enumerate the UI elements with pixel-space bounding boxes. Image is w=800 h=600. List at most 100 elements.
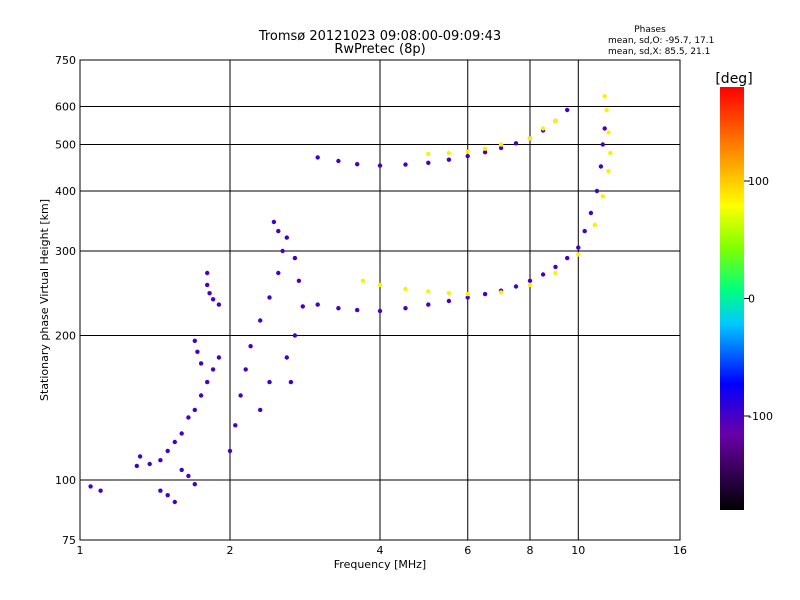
data-point <box>207 291 212 296</box>
data-point <box>98 488 103 493</box>
data-point <box>336 158 341 164</box>
data-point <box>482 146 488 151</box>
grid-lines <box>80 60 680 540</box>
chart-subtitle: RwPretec (8p) <box>334 42 425 57</box>
x-tick-label: 2 <box>227 544 234 557</box>
data-point <box>446 298 452 304</box>
data-point <box>465 153 470 159</box>
colorbar-label: [deg] <box>715 71 752 87</box>
data-point <box>553 264 558 270</box>
data-point <box>258 318 263 323</box>
colorbar-tick-label: -100 <box>748 410 773 423</box>
data-point <box>465 149 470 154</box>
data-point <box>284 235 289 240</box>
data-point <box>403 306 408 311</box>
data-point <box>267 295 272 300</box>
data-point <box>540 126 546 131</box>
y-tick-label: 750 <box>55 54 76 67</box>
data-point <box>482 150 488 155</box>
x-tick-label: 8 <box>527 544 534 557</box>
data-point <box>158 458 163 463</box>
data-point <box>216 302 222 307</box>
data-point <box>553 118 558 124</box>
data-point <box>172 439 177 445</box>
data-point <box>498 290 504 295</box>
data-point <box>210 297 216 302</box>
data-point <box>403 162 408 167</box>
data-point <box>498 142 504 147</box>
data-point <box>205 282 210 288</box>
data-point <box>158 488 163 493</box>
x-tick-label: 10 <box>571 544 585 557</box>
data-point <box>426 151 431 157</box>
y-tick-label: 400 <box>55 185 76 198</box>
data-point <box>604 107 609 113</box>
data-point <box>426 302 431 307</box>
data-point <box>602 126 607 131</box>
data-point <box>377 308 383 314</box>
data-point <box>527 278 533 283</box>
data-point <box>403 286 408 292</box>
data-point <box>205 270 210 276</box>
data-point <box>606 169 611 174</box>
data-point <box>179 467 184 473</box>
y-tick-label: 600 <box>55 101 76 114</box>
data-point <box>172 499 177 505</box>
data-point <box>446 150 452 156</box>
data-point <box>315 155 320 160</box>
data-point <box>513 284 519 289</box>
data-point <box>243 367 248 372</box>
data-point <box>588 210 594 216</box>
stats-line-o: mean, sd,O: -95.7, 17.1 <box>608 36 714 46</box>
data-point <box>179 431 184 436</box>
x-tick-label: 6 <box>464 544 471 557</box>
stats-line-x: mean, sd,X: 85.5, 21.1 <box>608 47 710 57</box>
y-tick-label: 100 <box>55 474 76 487</box>
data-point <box>267 379 272 385</box>
data-point <box>426 289 431 294</box>
data-point <box>377 282 383 288</box>
x-axis-label: Frequency [MHz] <box>334 558 426 571</box>
data-point <box>355 307 360 313</box>
data-points <box>88 94 613 505</box>
data-point <box>594 188 600 194</box>
data-point <box>565 255 570 261</box>
data-point <box>134 463 139 469</box>
x-tick-label: 1 <box>77 544 84 557</box>
data-point <box>602 94 607 99</box>
data-point <box>576 245 581 250</box>
data-point <box>540 272 546 277</box>
data-point <box>192 407 197 413</box>
data-point <box>276 228 281 234</box>
data-point <box>210 367 216 372</box>
x-axis: 1 2 4 6 8 10 16 <box>77 544 688 557</box>
data-point <box>465 295 470 300</box>
data-point <box>137 454 143 459</box>
data-point <box>271 219 277 225</box>
data-point <box>276 270 281 276</box>
data-point <box>565 107 570 113</box>
stats-heading: Phases <box>634 25 666 35</box>
data-point <box>195 349 200 354</box>
data-point <box>165 448 170 454</box>
data-point <box>426 160 431 165</box>
data-point <box>258 407 263 413</box>
data-point <box>292 333 298 338</box>
data-point <box>238 393 243 398</box>
x-tick-label: 4 <box>377 544 384 557</box>
data-point <box>446 157 452 162</box>
data-point <box>147 461 152 467</box>
data-point <box>582 228 587 234</box>
data-point <box>576 252 581 257</box>
y-axis: 75 100 200 300 400 500 600 750 <box>55 54 76 547</box>
colorbar-tick-label: 0 <box>748 293 755 306</box>
data-point <box>288 379 294 385</box>
data-point <box>377 163 383 168</box>
data-point <box>598 164 604 169</box>
y-axis-label: Stationary phase Virtual Height [km] <box>38 199 51 401</box>
data-point <box>465 291 470 297</box>
data-point <box>198 361 204 366</box>
data-point <box>608 150 613 156</box>
data-point <box>292 255 298 261</box>
